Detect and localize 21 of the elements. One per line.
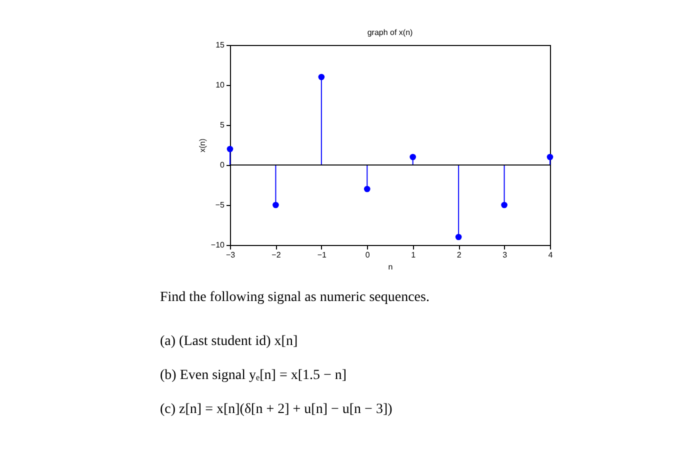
y-tick-label: 5 (220, 120, 226, 130)
y-tick-label: 0 (220, 160, 226, 170)
y-axis-title: x(n) (198, 138, 207, 152)
text: Find the following signal as numeric sequences. (160, 290, 430, 305)
y-tick-label: 10 (216, 80, 226, 90)
chart-title: graph of x(n) (367, 28, 414, 37)
x-axis-title: n (388, 262, 393, 272)
x-tick-label: −3 (226, 250, 236, 260)
y-tick-label: −5 (215, 200, 226, 210)
x-tick-label: 1 (411, 250, 416, 260)
x-tick-label: 3 (502, 250, 508, 260)
x-tick-label: 0 (365, 250, 370, 260)
y-tick-label: −10 (210, 240, 226, 250)
text: (a) (Last student id) x[n] (160, 334, 298, 349)
x-tick-label: −2 (272, 250, 282, 260)
y-tick-label: 15 (216, 40, 226, 50)
x-tick-label: 4 (548, 250, 554, 260)
text: (b) Even signal yₑ[n] = x[1.5 − n] (160, 368, 347, 383)
x-tick-label: −1 (317, 250, 328, 260)
text: (c) z[n] = x[n](δ[n + 2] + u[n] − u[n − 3]) (160, 402, 393, 417)
x-tick-label: 2 (456, 250, 462, 260)
